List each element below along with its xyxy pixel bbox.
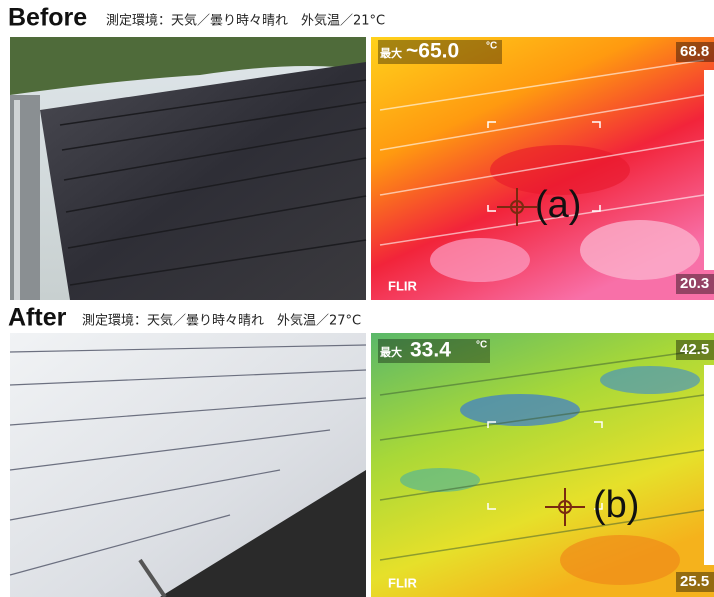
scale-top: 42.5 [680,341,709,358]
brand: FLIR [388,278,417,293]
scale-bottom: 25.5 [680,573,709,590]
unit: °C [486,41,497,52]
photo-after [9,333,367,597]
brand: FLIR [388,575,417,590]
header [0,0,714,35]
thermal-after: 最大 33.4 °C 42.5 25.5 FLIR (b) [371,333,714,597]
photo-before [10,37,367,300]
scale-top: 68.8 [680,43,709,60]
max-label: 最大 [380,345,402,359]
marker-label: (a) [535,184,581,226]
conditions: 測定環境：天気／曇り時々晴れ 外気温／21°C [106,13,385,29]
max-value: 33.4 [410,339,451,362]
max-value: ~65.0 [406,40,459,63]
conditions: 測定環境：天気／曇り時々晴れ 外気温／27°C [82,313,361,329]
section-label: After [8,304,67,332]
scale-bottom: 20.3 [680,275,709,292]
max-label: 最大 [380,46,402,60]
thermal-before: 最大 ~65.0 °C 68.8 20.3 FLIR (a) [371,37,714,300]
section-label: Before [8,4,87,32]
unit: °C [476,340,487,351]
marker-label: (b) [593,484,639,526]
